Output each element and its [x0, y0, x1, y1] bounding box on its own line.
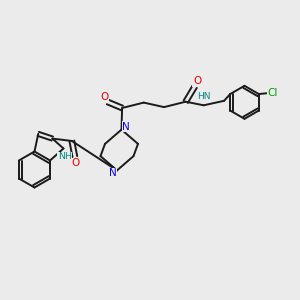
Text: O: O	[193, 76, 201, 86]
Text: NH: NH	[58, 152, 72, 161]
Text: Cl: Cl	[267, 88, 278, 98]
Text: O: O	[71, 158, 80, 168]
Text: O: O	[100, 92, 109, 103]
Text: N: N	[109, 168, 116, 178]
Text: HN: HN	[197, 92, 211, 101]
Text: N: N	[122, 122, 130, 132]
